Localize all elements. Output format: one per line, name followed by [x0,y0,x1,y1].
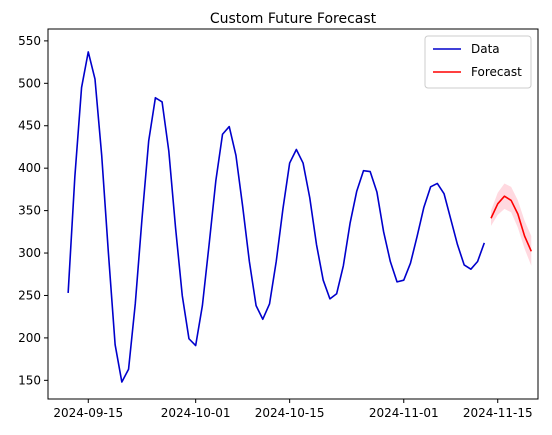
x-tick-label: 2024-09-15 [53,406,123,420]
forecast-confidence-band [491,183,532,266]
x-tick-label: 2024-10-01 [161,406,231,420]
y-tick-label: 450 [18,119,41,133]
plot-area [47,28,539,400]
x-tick-label: 2024-11-01 [369,406,439,420]
series-lines-layer [67,51,533,383]
y-axis: 150 200 250 300 350 400 450 500 550 [18,34,48,387]
y-tick-label: 550 [18,34,41,48]
x-tick-label: 2024-11-15 [463,406,533,420]
y-tick-label: 350 [18,204,41,218]
y-tick-label: 200 [18,331,41,345]
legend-label-forecast: Forecast [471,65,522,79]
plot-frame [47,28,539,400]
y-tick-label: 500 [18,76,41,90]
chart-title: Custom Future Forecast [210,11,377,27]
x-axis: 2024-09-15 2024-10-01 2024-10-15 2024-11-01… [53,399,533,420]
legend: Data Forecast [424,35,532,89]
series-line-forecast [490,195,533,252]
y-tick-label: 300 [18,246,41,260]
y-tick-label: 400 [18,161,41,175]
forecast-confidence-band-layer [491,183,532,266]
x-tick-label: 2024-10-15 [255,406,325,420]
series-line-data [67,51,486,383]
y-tick-label: 150 [18,373,41,387]
y-tick-label: 250 [18,288,41,302]
legend-label-data: Data [471,42,500,56]
